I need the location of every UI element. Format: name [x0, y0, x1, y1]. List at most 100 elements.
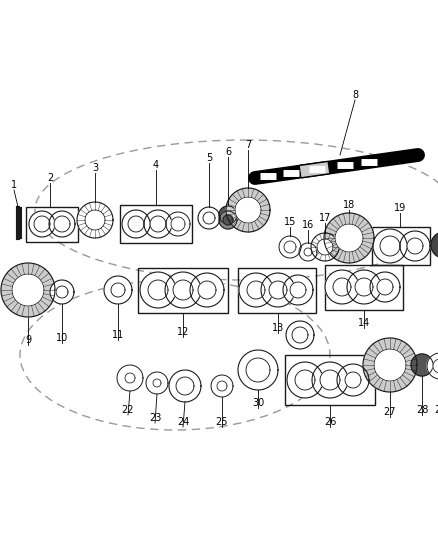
- Polygon shape: [345, 372, 361, 388]
- Polygon shape: [333, 278, 351, 296]
- Bar: [238, 268, 316, 313]
- Polygon shape: [146, 372, 168, 394]
- Polygon shape: [431, 232, 438, 258]
- Polygon shape: [165, 272, 201, 308]
- Polygon shape: [12, 274, 44, 306]
- Polygon shape: [219, 206, 237, 224]
- Polygon shape: [104, 276, 132, 304]
- Polygon shape: [337, 364, 369, 396]
- Polygon shape: [246, 358, 270, 382]
- Polygon shape: [312, 362, 348, 398]
- Polygon shape: [269, 281, 287, 299]
- Polygon shape: [1, 263, 55, 317]
- Polygon shape: [217, 381, 227, 391]
- Text: 18: 18: [343, 200, 355, 210]
- Polygon shape: [324, 213, 374, 263]
- Polygon shape: [54, 216, 70, 232]
- Polygon shape: [153, 379, 161, 387]
- Text: 30: 30: [252, 398, 264, 408]
- Polygon shape: [292, 327, 308, 343]
- Polygon shape: [85, 210, 105, 230]
- Text: 28: 28: [416, 405, 428, 415]
- Polygon shape: [286, 321, 314, 349]
- Polygon shape: [287, 362, 323, 398]
- Polygon shape: [317, 239, 333, 255]
- Polygon shape: [125, 373, 135, 383]
- Polygon shape: [235, 197, 261, 223]
- Polygon shape: [34, 216, 50, 232]
- Polygon shape: [190, 273, 224, 307]
- Polygon shape: [400, 231, 430, 261]
- Polygon shape: [50, 280, 74, 304]
- Polygon shape: [56, 286, 68, 298]
- Bar: [120, 205, 192, 243]
- Polygon shape: [150, 216, 166, 232]
- Polygon shape: [211, 375, 233, 397]
- Polygon shape: [347, 270, 381, 304]
- Text: 6: 6: [225, 147, 231, 157]
- Polygon shape: [144, 210, 172, 238]
- Text: 1: 1: [11, 180, 17, 190]
- Text: 23: 23: [149, 413, 161, 423]
- Text: 11: 11: [112, 330, 124, 340]
- Polygon shape: [279, 236, 301, 258]
- Polygon shape: [173, 280, 193, 300]
- Polygon shape: [325, 270, 359, 304]
- Polygon shape: [373, 229, 407, 263]
- Text: 14: 14: [358, 318, 370, 328]
- Polygon shape: [77, 202, 113, 238]
- Polygon shape: [374, 349, 406, 381]
- Polygon shape: [49, 211, 75, 237]
- Polygon shape: [320, 370, 340, 390]
- Polygon shape: [122, 210, 150, 238]
- Polygon shape: [355, 278, 373, 296]
- Text: 15: 15: [284, 217, 296, 227]
- Text: 22: 22: [122, 405, 134, 415]
- Polygon shape: [166, 212, 190, 236]
- Polygon shape: [370, 272, 400, 302]
- Polygon shape: [295, 370, 315, 390]
- Bar: [138, 268, 228, 313]
- Polygon shape: [238, 350, 278, 390]
- Polygon shape: [284, 241, 296, 253]
- Text: 13: 13: [272, 323, 284, 333]
- Polygon shape: [261, 273, 295, 307]
- Text: 3: 3: [92, 163, 98, 173]
- Polygon shape: [377, 279, 393, 295]
- Text: 27: 27: [384, 407, 396, 417]
- Polygon shape: [299, 243, 317, 261]
- Text: 12: 12: [177, 327, 189, 337]
- Polygon shape: [427, 353, 438, 379]
- Bar: [372, 227, 430, 265]
- Polygon shape: [140, 272, 176, 308]
- Polygon shape: [407, 238, 423, 254]
- Polygon shape: [311, 233, 339, 261]
- Text: 5: 5: [206, 153, 212, 163]
- Polygon shape: [335, 224, 363, 252]
- Text: 2: 2: [47, 173, 53, 183]
- Polygon shape: [117, 365, 143, 391]
- Polygon shape: [433, 359, 438, 373]
- Polygon shape: [226, 188, 270, 232]
- Text: 7: 7: [245, 140, 251, 150]
- Bar: [325, 265, 403, 310]
- Text: 24: 24: [177, 417, 189, 427]
- Text: 19: 19: [394, 203, 406, 213]
- Polygon shape: [219, 211, 237, 229]
- Text: 4: 4: [153, 160, 159, 170]
- Text: 17: 17: [319, 213, 331, 223]
- Polygon shape: [380, 236, 400, 256]
- Polygon shape: [171, 217, 185, 231]
- Polygon shape: [148, 280, 168, 300]
- Polygon shape: [411, 354, 433, 376]
- Polygon shape: [169, 370, 201, 402]
- Polygon shape: [128, 216, 144, 232]
- Polygon shape: [363, 338, 417, 392]
- Bar: [285, 355, 375, 405]
- Polygon shape: [198, 281, 216, 299]
- Text: 9: 9: [25, 335, 31, 345]
- Text: 8: 8: [352, 90, 358, 100]
- Polygon shape: [304, 248, 312, 256]
- Polygon shape: [290, 282, 306, 298]
- Text: 26: 26: [324, 417, 336, 427]
